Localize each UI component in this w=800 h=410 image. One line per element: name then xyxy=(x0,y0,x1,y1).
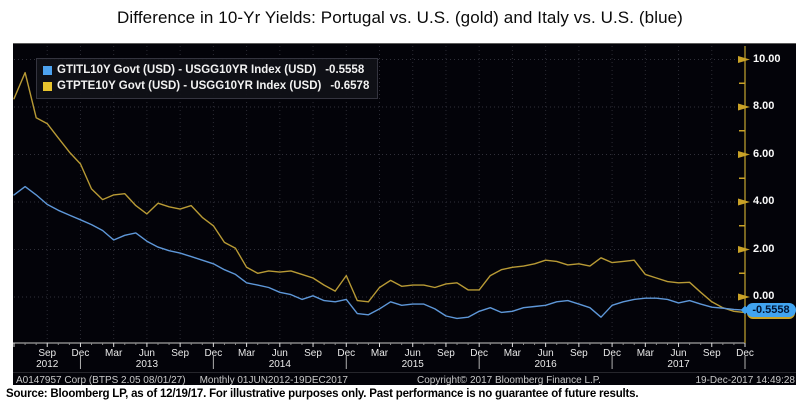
status-bar: A0147957 Corp (BTPS 2.05 08/01/27) Monthl… xyxy=(13,372,796,386)
bloomberg-chart-panel: GTITL10Y Govt (USD) - USGG10YR Index (US… xyxy=(13,43,796,386)
x-axis-month-label: Dec xyxy=(470,348,489,359)
legend-item-portugal-us: GTPTE10Y Govt (USD) - USGG10YR Index (US… xyxy=(43,78,369,94)
legend-swatch-gold-icon xyxy=(43,81,52,91)
x-axis-month-label: Jun xyxy=(138,348,155,359)
x-axis-month-label: Sep xyxy=(702,348,721,359)
source-note: Source: Bloomberg LP, as of 12/19/17. Fo… xyxy=(6,388,639,400)
x-axis-month-label: Sep xyxy=(437,348,455,359)
x-axis-month-label: Mar xyxy=(370,348,389,359)
chart-title: Difference in 10-Yr Yields: Portugal vs.… xyxy=(117,8,683,27)
x-axis-year-label: 2016 xyxy=(534,359,557,370)
series-line-portugal-us xyxy=(13,71,746,314)
y-major-tick-arrow xyxy=(738,246,750,253)
y-axis-label: 10.00 xyxy=(753,52,781,65)
x-axis-year-label: 2015 xyxy=(401,359,424,370)
y-axis-label: 6.00 xyxy=(753,147,775,160)
x-axis-month-label: Dec xyxy=(71,348,90,359)
x-axis-year-label: 2017 xyxy=(667,359,690,370)
y-axis-label: 4.00 xyxy=(753,195,775,207)
x-axis-month-label: Mar xyxy=(636,348,654,359)
x-axis-month-label: Sep xyxy=(304,348,322,359)
x-axis-month-label: Mar xyxy=(503,348,522,359)
status-security: A0147957 Corp (BTPS 2.05 08/01/27) Monthl… xyxy=(16,375,348,386)
y-major-tick-arrow xyxy=(738,56,750,63)
x-axis-month-label: Mar xyxy=(237,348,256,359)
x-axis-month-label: Sep xyxy=(38,348,57,359)
y-axis-label: 2.00 xyxy=(753,242,775,255)
x-axis-year-label: 2014 xyxy=(268,359,291,370)
y-major-tick-arrow xyxy=(738,198,750,206)
x-axis-month-label: Sep xyxy=(171,348,190,359)
x-axis-year-label: 2012 xyxy=(36,359,59,370)
chart-canvas xyxy=(13,46,750,369)
y-major-tick-arrow xyxy=(738,103,750,111)
legend-label-portugal-us: GTPTE10Y Govt (USD) - USGG10YR Index (US… xyxy=(57,80,322,92)
x-axis-month-label: Jun xyxy=(537,348,554,359)
last-value-badge-blue: -0.5558 xyxy=(746,303,796,317)
status-period: Monthly 01JUN2012-19DEC2017 xyxy=(199,375,348,386)
x-axis-month-label: Sep xyxy=(569,348,588,359)
legend-item-italy-us: GTITL10Y Govt (USD) - USGG10YR Index (US… xyxy=(43,62,369,78)
legend-label-italy-us: GTITL10Y Govt (USD) - USGG10YR Index (US… xyxy=(57,64,317,76)
legend-value-portugal-us: -0.6578 xyxy=(330,80,370,92)
x-axis-year-label: 2013 xyxy=(135,359,159,370)
legend-swatch-blue-icon xyxy=(43,65,52,75)
y-axis-label: 8.00 xyxy=(753,100,775,112)
x-axis-month-label: Dec xyxy=(603,348,621,359)
legend-value-italy-us: -0.5558 xyxy=(325,64,365,76)
status-timestamp: 19-Dec-2017 14:49:28 xyxy=(695,375,795,386)
y-major-tick-arrow xyxy=(738,293,750,301)
y-major-tick-arrow xyxy=(738,151,750,158)
x-axis-month-label: Jun xyxy=(271,348,288,359)
x-axis-month-label: Dec xyxy=(736,348,754,359)
status-copyright: Copyright© 2017 Bloomberg Finance L.P. xyxy=(417,375,601,386)
x-axis-month-label: Jun xyxy=(404,348,421,359)
y-axis-label: 0.00 xyxy=(753,290,775,302)
x-axis-month-label: Mar xyxy=(105,348,123,359)
x-axis-month-label: Dec xyxy=(337,348,356,359)
legend: GTITL10Y Govt (USD) - USGG10YR Index (US… xyxy=(36,58,379,99)
x-axis-month-label: Dec xyxy=(204,348,223,359)
x-axis-month-label: Jun xyxy=(670,348,687,359)
series-line-italy-us xyxy=(13,185,746,320)
status-security-id: A0147957 Corp (BTPS 2.05 08/01/27) xyxy=(16,375,186,386)
